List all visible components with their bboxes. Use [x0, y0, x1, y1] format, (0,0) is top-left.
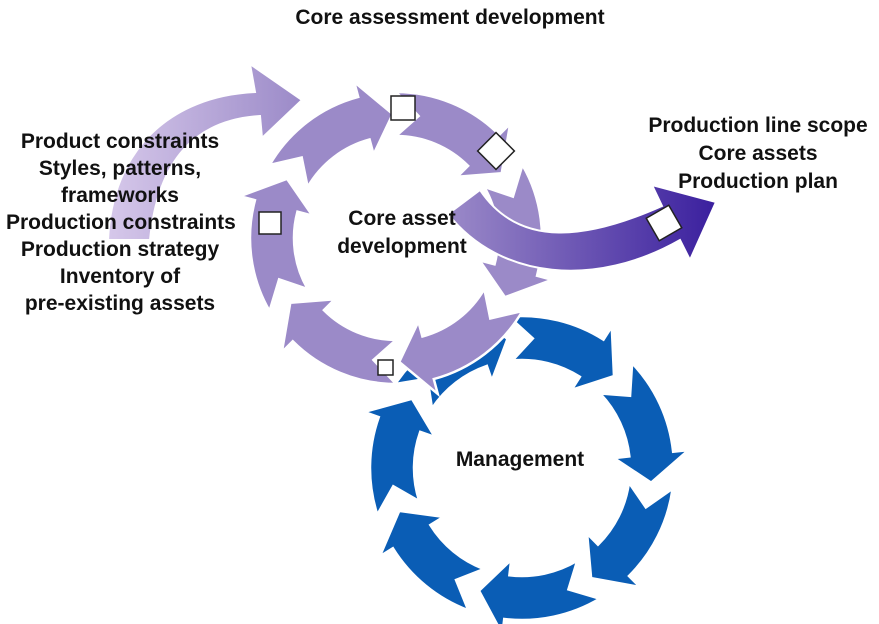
diamond-marker [645, 204, 683, 242]
diamond-marker [476, 131, 516, 171]
input-item: frameworks [61, 184, 179, 207]
core-cycle-arrow [397, 285, 525, 398]
output-item: Production line scope [648, 114, 868, 137]
output-flow-arrow [446, 183, 718, 272]
core-label-line: development [337, 235, 467, 258]
square-marker [377, 359, 394, 376]
management-cycle-arrow [377, 509, 488, 613]
input-item: Production constraints [6, 211, 236, 234]
core-cycle-arrow [235, 177, 316, 315]
core-cycle-arrow [279, 297, 400, 386]
core-asset-development-label: Core asset development [312, 205, 492, 261]
square-marker [390, 95, 416, 121]
input-list: Product constraints Styles, patterns, fr… [6, 128, 236, 317]
input-item: Inventory of [59, 265, 181, 288]
management-cycle-arrow [597, 360, 693, 485]
management-label: Management [455, 448, 585, 471]
management-cycle-arrow [477, 556, 603, 624]
management-cycle-arrow [505, 314, 616, 393]
input-item: Styles, patterns, [38, 157, 202, 180]
input-item: Product constraints [20, 130, 220, 153]
diagram-title: Core assessment development [295, 6, 605, 29]
input-item: Production strategy [20, 238, 220, 261]
output-list: Production line scope Core assets Produc… [640, 112, 876, 196]
core-label-line: Core asset [348, 207, 456, 230]
output-item: Core assets [698, 142, 818, 165]
square-marker [258, 211, 282, 235]
input-flow-arrow [106, 61, 304, 241]
output-item: Production plan [678, 170, 838, 193]
input-item: pre-existing assets [24, 292, 216, 315]
management-cycle-arrow [360, 397, 438, 518]
management-cycle-arrow [585, 479, 675, 589]
